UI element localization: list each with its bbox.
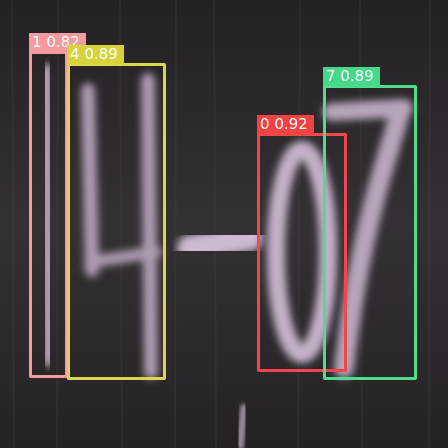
detection-score-4: 0.89 xyxy=(84,45,118,63)
detection-class-1: 1 xyxy=(32,33,42,51)
detection-box-7 xyxy=(323,85,417,380)
detection-class-4: 4 xyxy=(70,45,80,63)
detection-box-4 xyxy=(67,63,166,380)
detection-label-4: 4 0.89 xyxy=(67,45,124,64)
detection-class-0: 0 xyxy=(260,115,270,133)
detection-score-7: 0.89 xyxy=(340,67,374,85)
detection-label-0: 0 0.92 xyxy=(257,115,314,134)
detection-box-0 xyxy=(257,133,347,372)
detection-box-1 xyxy=(29,51,68,378)
detection-class-7: 7 xyxy=(326,67,336,85)
detection-label-7: 7 0.89 xyxy=(323,67,380,86)
detection-score-0: 0.92 xyxy=(274,115,308,133)
